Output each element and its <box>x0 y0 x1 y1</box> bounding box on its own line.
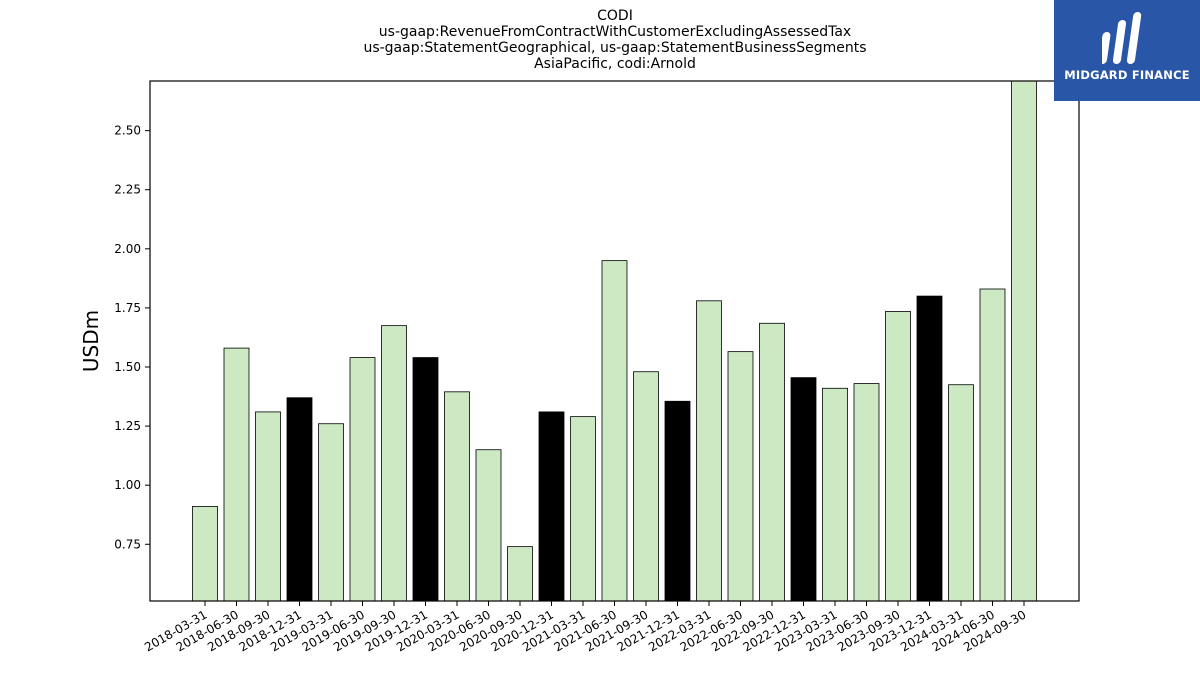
bar-2024-06-30 <box>979 288 1006 602</box>
bar-2021-09-30 <box>633 371 659 602</box>
x-axis: 2018-03-312018-06-302018-09-302018-12-31… <box>142 601 1029 654</box>
bar-2023-09-30 <box>885 311 911 602</box>
y-tick-label-1.25: 1.25 <box>114 419 141 433</box>
title-line-4: AsiaPacific, codi:Arnold <box>534 56 696 72</box>
title-line-2: us-gaap:RevenueFromContractWithCustomerE… <box>379 24 851 40</box>
y-tick-label-0.75: 0.75 <box>114 537 141 551</box>
y-axis-label: USDm <box>79 310 103 372</box>
bar-2021-03-31 <box>570 416 596 602</box>
y-axis: 0.75 1.00 1.25 1.50 1.75 2.00 2.25 2.50 <box>114 124 150 551</box>
bar-2018-03-31 <box>192 506 218 602</box>
bar-2018-12-31 <box>286 397 313 602</box>
plot-frame <box>149 80 1080 602</box>
bar-2024-03-31 <box>948 384 974 602</box>
y-tick-label-1.50: 1.50 <box>114 360 141 374</box>
y-tick-label-2.50: 2.50 <box>114 124 141 138</box>
bar-2022-12-31 <box>790 377 817 602</box>
bar-2023-06-30 <box>853 383 880 602</box>
bar-2023-12-31 <box>916 295 943 602</box>
bar-2023-03-31 <box>822 387 848 602</box>
midgard-logo-icon <box>1102 12 1142 64</box>
bars-group <box>192 80 1037 602</box>
bar-2020-03-31 <box>444 391 470 602</box>
title-line-3: us-gaap:StatementGeographical, us-gaap:S… <box>363 40 866 56</box>
bar-2020-06-30 <box>475 449 502 602</box>
bar-2020-09-30 <box>507 546 533 602</box>
y-tick-label-2.25: 2.25 <box>114 183 141 197</box>
bar-2018-06-30 <box>223 347 250 602</box>
bar-2018-09-30 <box>255 411 281 602</box>
bar-2019-09-30 <box>381 325 407 602</box>
midgard-finance-logo: MIDGARD FINANCE <box>1054 0 1200 101</box>
bar-2022-03-31 <box>696 300 722 602</box>
bar-2020-12-31 <box>538 411 565 602</box>
bar-2021-12-31 <box>664 400 691 602</box>
y-tick-label-1.00: 1.00 <box>114 478 141 492</box>
chart-title: CODI us-gaap:RevenueFromContractWithCust… <box>363 8 866 72</box>
y-tick-label-2.00: 2.00 <box>114 242 141 256</box>
bar-2022-09-30 <box>759 322 785 602</box>
bar-2021-06-30 <box>601 260 628 602</box>
y-tick-label-1.75: 1.75 <box>114 301 141 315</box>
bar-2019-12-31 <box>412 357 439 602</box>
logo-text: MIDGARD FINANCE <box>1064 68 1190 82</box>
bar-2019-03-31 <box>318 423 344 602</box>
title-line-1: CODI <box>597 8 633 24</box>
bar-2022-06-30 <box>727 351 754 602</box>
bar-2024-09-30 <box>1011 80 1037 602</box>
bar-2019-06-30 <box>349 357 376 602</box>
